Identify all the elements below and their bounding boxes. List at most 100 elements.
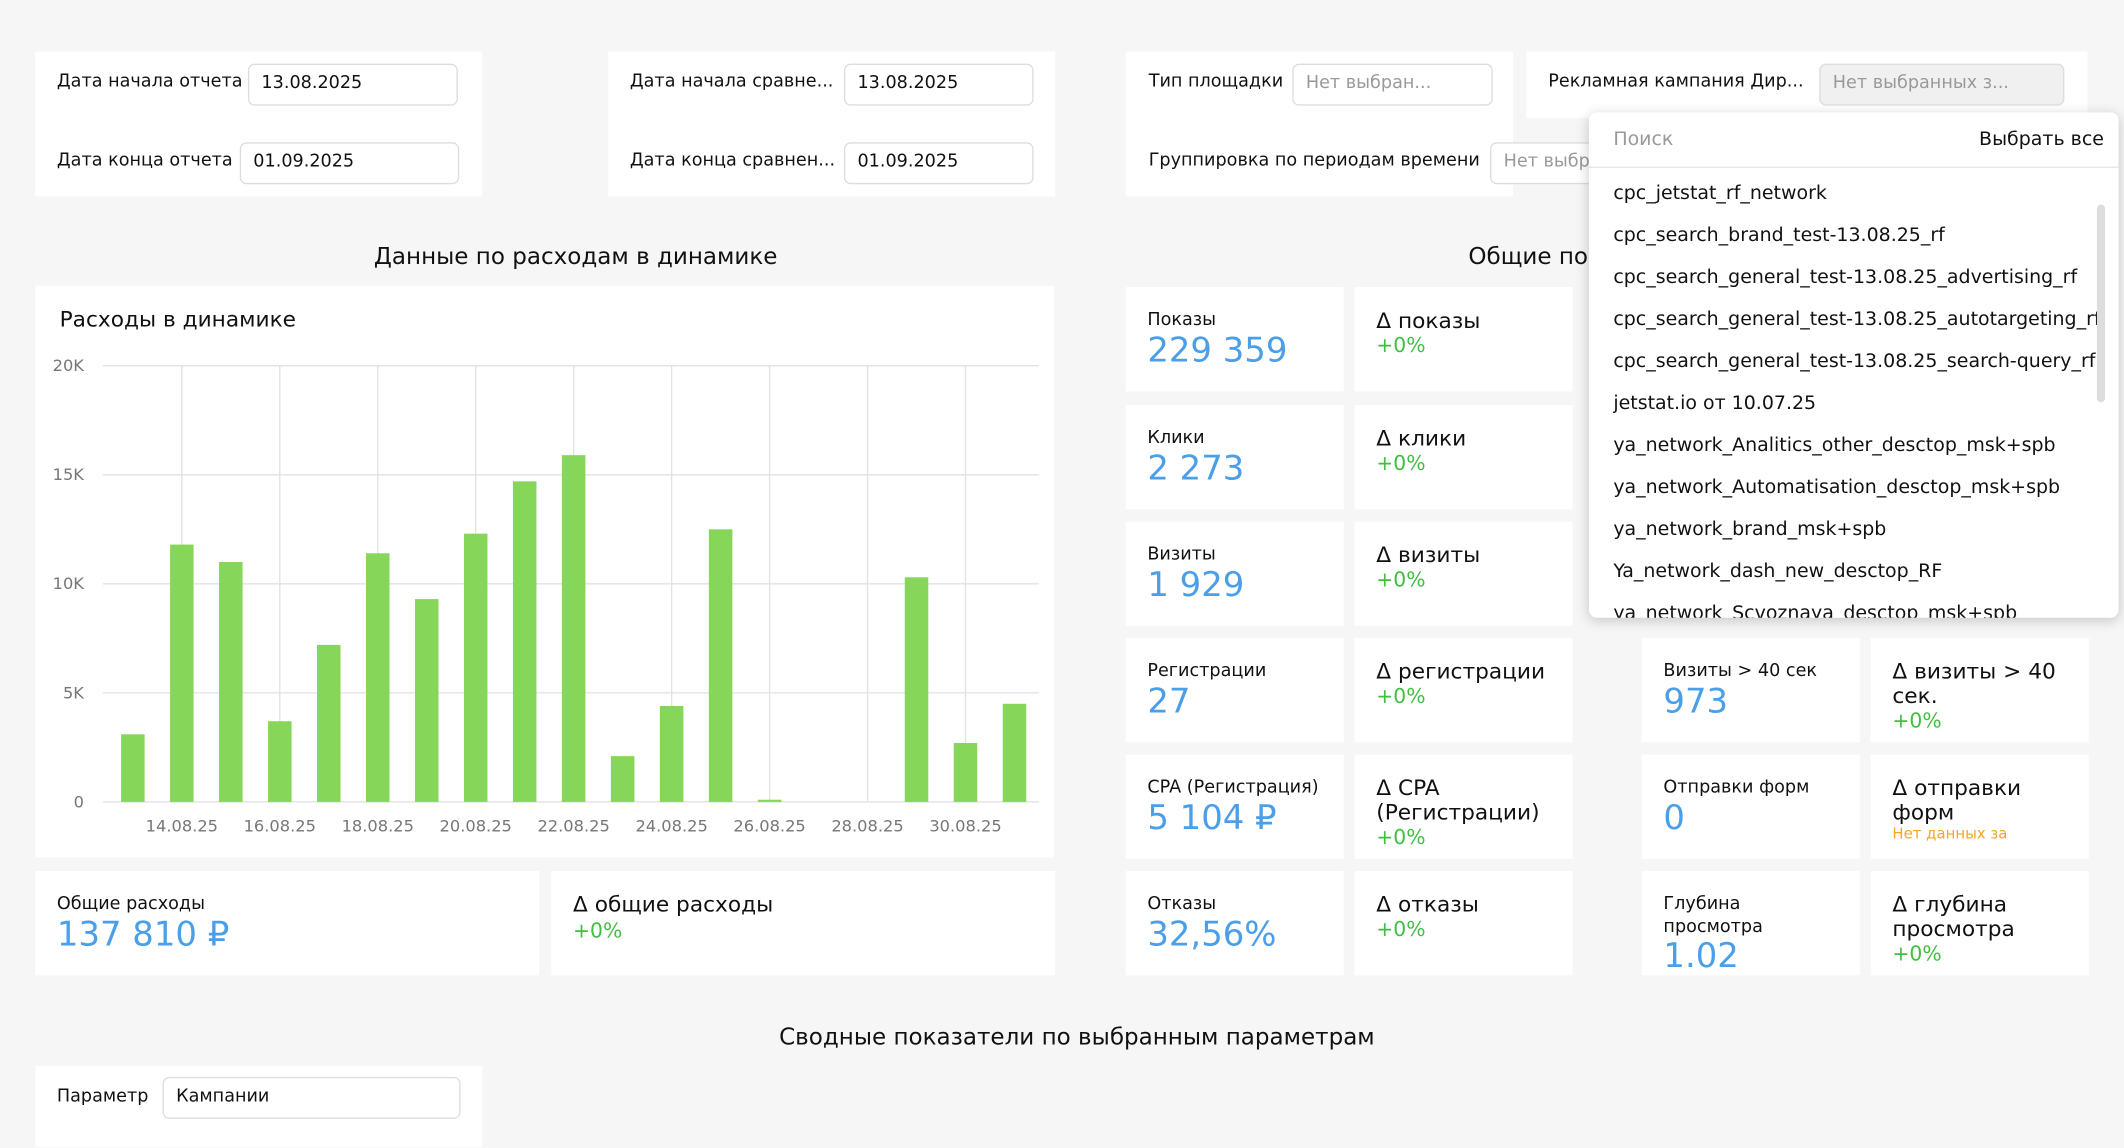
- x-tick-label: 22.08.25: [537, 817, 609, 836]
- delta-card: Δ отправки форм Нет данных за: [1870, 754, 2089, 859]
- select-input[interactable]: Нет выбр: [1490, 142, 1599, 185]
- metric-value: 27: [1147, 681, 1191, 721]
- delta-card: Δ отказы +0%: [1354, 871, 1573, 976]
- x-tick-label: 16.08.25: [244, 817, 316, 836]
- bar: [610, 756, 635, 802]
- divider: [1588, 166, 2119, 168]
- metric-value: 1 929: [1147, 564, 1245, 605]
- x-tick-label: 20.08.25: [440, 817, 512, 836]
- delta-label: Δ отправки форм: [1892, 774, 2022, 825]
- bar: [659, 705, 684, 802]
- parameter-select[interactable]: Кампании: [162, 1076, 461, 1119]
- select-input[interactable]: Нет выбран...: [1292, 63, 1493, 106]
- metric-label: Показы: [1147, 310, 1217, 331]
- dropdown-option[interactable]: ya_network_Scvoznaya_desctop_msk+spb: [1613, 602, 2018, 618]
- metric-label: Регистрации: [1147, 661, 1267, 682]
- filter-label: Дата конца сравнен...: [629, 150, 836, 171]
- delta-card: Δ показы +0%: [1354, 287, 1573, 392]
- bar: [1002, 703, 1027, 802]
- metric-card: Отказы 32,56%: [1125, 871, 1344, 976]
- metric-value: 229 359: [1147, 330, 1288, 370]
- dropdown-option[interactable]: cpc_search_general_test-13.08.25_adverti…: [1613, 266, 2078, 289]
- dropdown-option[interactable]: ya_network_brand_msk+spb: [1613, 518, 1887, 541]
- delta-card: Δ визиты > 40 сек. +0%: [1870, 638, 2089, 743]
- dropdown-option[interactable]: cpc_search_general_test-13.08.25_search-…: [1613, 350, 2096, 373]
- bar-chart: 0 5K 10K 15K 20K 14.08.25 16.08.25 18.08.25 20.0…: [53, 356, 1039, 836]
- filter-label: Группировка по периодам времени: [1148, 150, 1480, 171]
- dropdown-option[interactable]: cpc_jetstat_rf_network: [1613, 182, 1827, 205]
- y-tick-label: 15K: [53, 465, 85, 484]
- metric-card: Показы 229 359: [1125, 287, 1344, 392]
- metric-label: Общие расходы: [56, 894, 206, 915]
- delta-card: Δ CPA (Регистрации) +0%: [1354, 754, 1573, 859]
- y-tick-label: 20K: [53, 356, 85, 375]
- bar: [317, 644, 341, 802]
- bar: [170, 544, 194, 802]
- bar: [463, 533, 488, 802]
- delta-label: Δ показы: [1376, 307, 1481, 334]
- bar: [219, 562, 243, 802]
- filter-label: Рекламная кампания Дир...: [1548, 71, 1804, 93]
- section-title: Общие по: [1468, 243, 1589, 271]
- dropdown-option[interactable]: cpc_search_general_test-13.08.25_autotar…: [1613, 308, 2101, 331]
- x-tick-label: 28.08.25: [831, 817, 903, 836]
- chart-panel: 0 5K 10K 15K 20K 14.08.25 16.08.25 18.08.25 20.0…: [35, 285, 1054, 858]
- metric-value: 2 273: [1147, 448, 1245, 488]
- bar: [268, 721, 292, 802]
- delta-card: Δ общие расходы +0%: [551, 871, 1056, 976]
- date-input[interactable]: 01.09.2025: [239, 142, 460, 185]
- metric-card: CPA (Регистрация) 5 104 ₽: [1125, 754, 1344, 859]
- metric-value: 5 104 ₽: [1147, 797, 1277, 838]
- date-input[interactable]: 13.08.2025: [843, 63, 1034, 106]
- dropdown-option[interactable]: cpc_search_brand_test-13.08.25_rf: [1613, 224, 1945, 247]
- delta-card: Δ визиты +0%: [1354, 521, 1573, 626]
- delta-card: Δ регистрации +0%: [1354, 638, 1573, 743]
- delta-card: Δ глубина просмотра +0%: [1870, 871, 2089, 976]
- delta-label: Δ CPA (Регистрации): [1376, 774, 1540, 825]
- bar: [414, 599, 439, 802]
- dropdown-option[interactable]: Ya_network_dash_new_desctop_RF: [1613, 560, 1943, 583]
- scrollbar: [2096, 204, 2106, 403]
- delta-value: +0%: [1376, 451, 1426, 476]
- section-title: Сводные показатели по выбранным параметр…: [779, 1024, 1375, 1052]
- chart-title: Расходы в динамике: [59, 306, 296, 332]
- date-input[interactable]: 13.08.2025: [247, 63, 458, 106]
- y-tick-label: 5K: [63, 683, 84, 702]
- search-input[interactable]: Поиск: [1613, 128, 1674, 151]
- delta-label: Δ визиты > 40 сек.: [1892, 658, 2056, 709]
- metric-card: Глубина просмотра 1.02: [1641, 871, 1860, 976]
- filter-label: Дата начала сравне...: [629, 71, 834, 93]
- select-all[interactable]: Выбрать все: [1979, 128, 2104, 151]
- bar: [512, 481, 537, 802]
- dropdown-option[interactable]: ya_network_Automatisation_desctop_msk+sp…: [1613, 476, 2061, 499]
- x-tick-label: 30.08.25: [929, 817, 1001, 836]
- delta-value: +0%: [1376, 567, 1426, 592]
- delta-value: +0%: [1376, 684, 1426, 709]
- metric-card: Клики 2 273: [1125, 405, 1344, 510]
- bar: [904, 577, 929, 802]
- select-input[interactable]: Нет выбранных з...: [1819, 63, 2065, 106]
- delta-label: Δ глубина просмотра: [1892, 891, 2015, 942]
- x-tick-label: 24.08.25: [635, 817, 707, 836]
- metric-label: Отказы: [1147, 894, 1217, 915]
- filter-label: Тип площадки: [1148, 71, 1284, 93]
- section-title: Данные по расходам в динамике: [373, 243, 778, 271]
- bar: [365, 553, 390, 802]
- metric-label: Визиты: [1147, 544, 1216, 565]
- metric-value: 137 810 ₽: [56, 914, 230, 954]
- metric-value: 1.02: [1663, 936, 1739, 976]
- metric-card: Визиты > 40 сек 973: [1641, 638, 1860, 743]
- x-tick-label: 18.08.25: [342, 817, 414, 836]
- metric-value: 0: [1663, 797, 1685, 838]
- dropdown-option[interactable]: jetstat.io от 10.07.25: [1613, 392, 1817, 415]
- delta-label: Δ отказы: [1376, 891, 1479, 918]
- metric-label: CPA (Регистрация): [1147, 777, 1319, 798]
- delta-label: Δ визиты: [1376, 541, 1481, 568]
- date-input[interactable]: 01.09.2025: [843, 142, 1034, 185]
- bar: [561, 455, 586, 802]
- x-tick-label: 14.08.25: [146, 817, 218, 836]
- delta-value: +0%: [1892, 708, 1942, 733]
- dropdown-option[interactable]: ya_network_Analitics_other_desctop_msk+s…: [1613, 434, 2056, 457]
